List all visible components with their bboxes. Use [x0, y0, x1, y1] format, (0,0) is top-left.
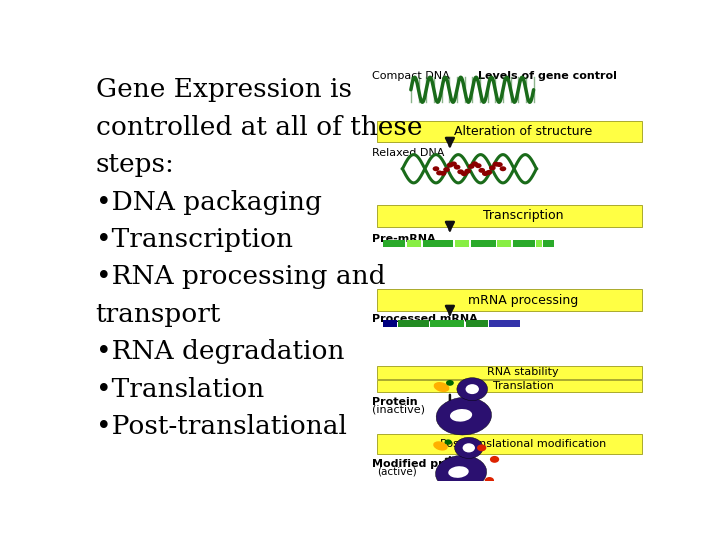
Text: Translation: Translation	[492, 381, 554, 391]
Bar	[513, 240, 535, 247]
Circle shape	[464, 168, 471, 174]
Ellipse shape	[454, 437, 483, 458]
Bar	[377, 289, 642, 311]
Circle shape	[457, 170, 464, 174]
Circle shape	[440, 171, 446, 176]
Bar	[383, 240, 405, 247]
Circle shape	[489, 165, 495, 171]
Circle shape	[444, 440, 451, 445]
Bar	[431, 320, 464, 327]
Ellipse shape	[433, 441, 448, 450]
Bar	[471, 240, 495, 247]
Text: Alteration of structure: Alteration of structure	[454, 125, 593, 138]
Text: RNA stability: RNA stability	[487, 368, 559, 377]
Circle shape	[461, 171, 467, 176]
Bar	[536, 240, 542, 247]
Circle shape	[477, 444, 486, 451]
Bar	[377, 434, 642, 454]
Text: transport: transport	[96, 302, 221, 327]
Circle shape	[478, 168, 485, 173]
Text: Processed mRNA: Processed mRNA	[372, 314, 477, 325]
Bar	[377, 120, 642, 142]
Circle shape	[490, 456, 499, 463]
Text: Transcription: Transcription	[483, 209, 563, 222]
Text: controlled at all of these: controlled at all of these	[96, 114, 422, 140]
Bar	[377, 380, 642, 392]
Circle shape	[446, 380, 454, 386]
Text: •Translation: •Translation	[96, 377, 264, 402]
Bar	[423, 240, 454, 247]
Circle shape	[475, 163, 482, 168]
Ellipse shape	[463, 443, 475, 453]
Circle shape	[433, 166, 439, 171]
Ellipse shape	[433, 382, 449, 392]
Circle shape	[482, 171, 489, 176]
Bar	[398, 320, 428, 327]
Ellipse shape	[449, 466, 469, 478]
Text: (inactive): (inactive)	[372, 404, 425, 415]
Bar	[489, 320, 520, 327]
Text: Levels of gene control: Levels of gene control	[478, 71, 617, 81]
Circle shape	[468, 164, 474, 169]
Circle shape	[454, 489, 463, 495]
Circle shape	[450, 161, 457, 166]
Text: •DNA packaging: •DNA packaging	[96, 190, 322, 214]
Ellipse shape	[436, 455, 487, 490]
Bar	[466, 320, 488, 327]
Circle shape	[492, 161, 499, 167]
Bar	[377, 366, 642, 379]
Text: Compact DNA: Compact DNA	[372, 71, 449, 81]
Ellipse shape	[457, 377, 487, 401]
Bar	[498, 240, 511, 247]
Text: Modified protein: Modified protein	[372, 459, 475, 469]
Bar	[543, 240, 554, 247]
Text: (active): (active)	[377, 466, 417, 476]
Ellipse shape	[436, 397, 492, 435]
Ellipse shape	[466, 384, 479, 394]
Bar	[407, 240, 421, 247]
Text: •Transcription: •Transcription	[96, 227, 292, 252]
Circle shape	[500, 166, 506, 171]
Circle shape	[474, 487, 484, 494]
Text: mRNA processing: mRNA processing	[468, 294, 578, 307]
Circle shape	[485, 477, 494, 484]
Text: Pre-mRNA: Pre-mRNA	[372, 234, 436, 244]
Bar	[383, 320, 397, 327]
Text: steps:: steps:	[96, 152, 174, 177]
Text: •RNA degradation: •RNA degradation	[96, 339, 344, 364]
Circle shape	[436, 171, 443, 176]
Circle shape	[472, 161, 478, 166]
Text: Gene Expression is: Gene Expression is	[96, 77, 351, 102]
Ellipse shape	[450, 409, 472, 422]
Text: •Post-translational: •Post-translational	[96, 414, 346, 439]
Bar	[455, 240, 469, 247]
Bar	[377, 205, 642, 227]
Text: •RNA processing and: •RNA processing and	[96, 265, 385, 289]
Text: Relaxed DNA: Relaxed DNA	[372, 148, 444, 158]
Text: Posttranslational modification: Posttranslational modification	[440, 439, 606, 449]
Circle shape	[444, 167, 450, 172]
Circle shape	[446, 163, 454, 167]
Circle shape	[485, 170, 492, 175]
Text: Protein: Protein	[372, 397, 418, 408]
Circle shape	[454, 165, 461, 170]
Circle shape	[496, 162, 503, 167]
